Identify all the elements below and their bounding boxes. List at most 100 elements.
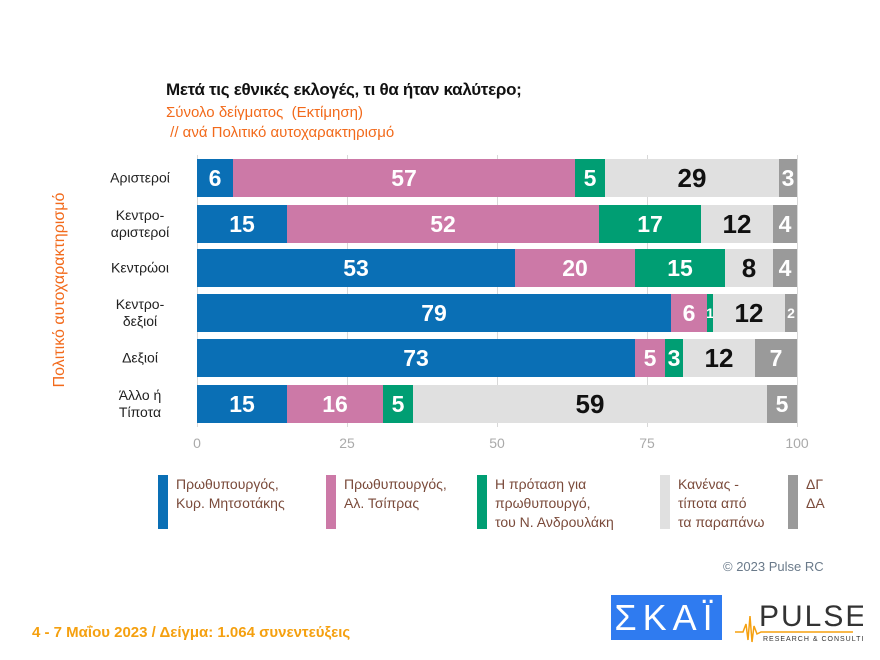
bar-segment: 20 [515,249,635,287]
bar-segment: 12 [713,294,785,332]
data-label: 12 [722,208,752,239]
data-label: 53 [343,254,369,281]
pulse-logo: PULSE RESEARCH & CONSULTING [735,600,863,643]
data-label: 1 [707,305,713,321]
data-label: 5 [391,390,405,417]
data-label: 79 [421,299,447,326]
footer-note: 4 - 7 Μαΐου 2023 / Δείγμα: 1.064 συνεντε… [32,624,351,641]
data-label: 5 [643,344,657,371]
gridline [647,155,648,427]
data-label: 16 [322,390,348,417]
data-label: 4 [778,254,792,281]
bar-segment: 3 [665,339,683,377]
bar-segment: 1 [707,294,713,332]
bar-segment: 3 [779,159,797,197]
data-label: 57 [391,164,417,191]
legend-label: Πρωθυπουργός, Κυρ. Μητσοτάκης [176,476,285,511]
data-label: 3 [781,164,795,191]
legend-label: Πρωθυπουργός, Αλ. Τσίπρας [344,476,447,511]
data-label: 15 [667,254,693,281]
bar-segment: 17 [599,205,701,243]
bar-segment: 4 [773,205,797,243]
category-label: Αριστεροί [110,169,170,186]
gridline [197,155,198,427]
category-label: Κεντρο- δεξιοί [115,296,165,329]
bar-segment: 59 [413,385,767,423]
legend-swatch [477,475,487,529]
legend-label: Η πρόταση για πρωθυπουργό, του Ν. Ανδρου… [495,476,614,530]
skai-logo: ΣΚΑΪ [611,595,722,640]
bar-segment: 5 [767,385,797,423]
chart-subtitle: Σύνολο δείγματος (Εκτίμηση) [166,104,363,121]
legend-item: Πρωθυπουργός, Αλ. Τσίπρας [326,475,447,529]
category-label: Κεντρώοι [111,259,169,276]
bar-segment: 2 [785,294,797,332]
gridline [497,155,498,427]
svg-text:PULSE: PULSE [759,600,863,633]
bar-segment: 5 [575,159,605,197]
bar-segment: 5 [383,385,413,423]
data-label: 7 [769,344,783,371]
bar-segment: 15 [197,205,287,243]
legend-item: ΔΓ ΔΑ [788,475,836,529]
gridline [797,155,798,427]
legend-swatch [788,475,798,529]
data-label: 6 [682,299,696,326]
chart-subtitle-2: // ανά Πολιτικό αυτοχαρακτηρισμό [166,124,395,141]
data-label: 3 [667,344,681,371]
legend-label: ΔΓ ΔΑ [806,476,825,511]
bar-segment: 53 [197,249,515,287]
data-label: 52 [430,210,456,237]
data-label: 12 [734,297,764,328]
bar-segment: 7 [755,339,797,377]
bar-segment: 16 [287,385,383,423]
data-label: 2 [787,305,795,321]
legend-swatch [158,475,168,529]
bar-segment: 57 [233,159,575,197]
data-label: 12 [704,342,734,373]
data-label: 59 [575,388,605,419]
bar-segment: 5 [635,339,665,377]
x-tick-label: 50 [489,435,505,451]
bar-segment: 15 [197,385,287,423]
bar-segment: 6 [197,159,233,197]
data-label: 4 [778,210,792,237]
legend-swatch [326,475,336,529]
x-tick-label: 75 [639,435,655,451]
data-label: 20 [562,254,588,281]
data-label: 29 [677,162,707,193]
chart-title: Μετά τις εθνικές εκλογές, τι θα ήταν καλ… [166,80,522,99]
category-label: Δεξιοί [122,349,158,366]
data-label: 5 [775,390,789,417]
data-label: 17 [637,210,663,237]
bar-segment: 8 [725,249,773,287]
y-axis-label: Πολιτικό αυτοχαρακτηρισμό [51,192,68,388]
data-label: 6 [208,164,222,191]
bar-segment: 6 [671,294,707,332]
svg-text:RESEARCH & CONSULTING: RESEARCH & CONSULTING [763,636,863,643]
bar-segment: 73 [197,339,635,377]
x-tick-label: 100 [785,435,809,451]
bar-segment: 79 [197,294,671,332]
category-label: Άλλο ή Τίποτα [118,387,162,420]
legend-swatch [660,475,670,529]
bar-segment: 4 [773,249,797,287]
bar-segment: 29 [605,159,779,197]
legend-label: Κανένας - τίποτα από τα παραπάνω [678,476,765,530]
category-label: Κεντρο- αριστεροί [110,207,170,240]
data-label: 15 [229,390,255,417]
data-label: 15 [229,210,255,237]
legend-item: Η πρόταση για πρωθυπουργό, του Ν. Ανδρου… [477,475,614,530]
gridline [347,155,348,427]
data-label: 5 [583,164,597,191]
x-tick-label: 25 [339,435,355,451]
bar-segment: 12 [683,339,755,377]
data-label: 8 [741,252,757,283]
copyright: © 2023 Pulse RC [723,559,824,574]
data-label: 73 [403,344,429,371]
bar-segment: 12 [701,205,773,243]
legend-item: Κανένας - τίποτα από τα παραπάνω [660,475,765,530]
legend-item: Πρωθυπουργός, Κυρ. Μητσοτάκης [158,475,285,529]
x-tick-label: 0 [193,435,201,451]
